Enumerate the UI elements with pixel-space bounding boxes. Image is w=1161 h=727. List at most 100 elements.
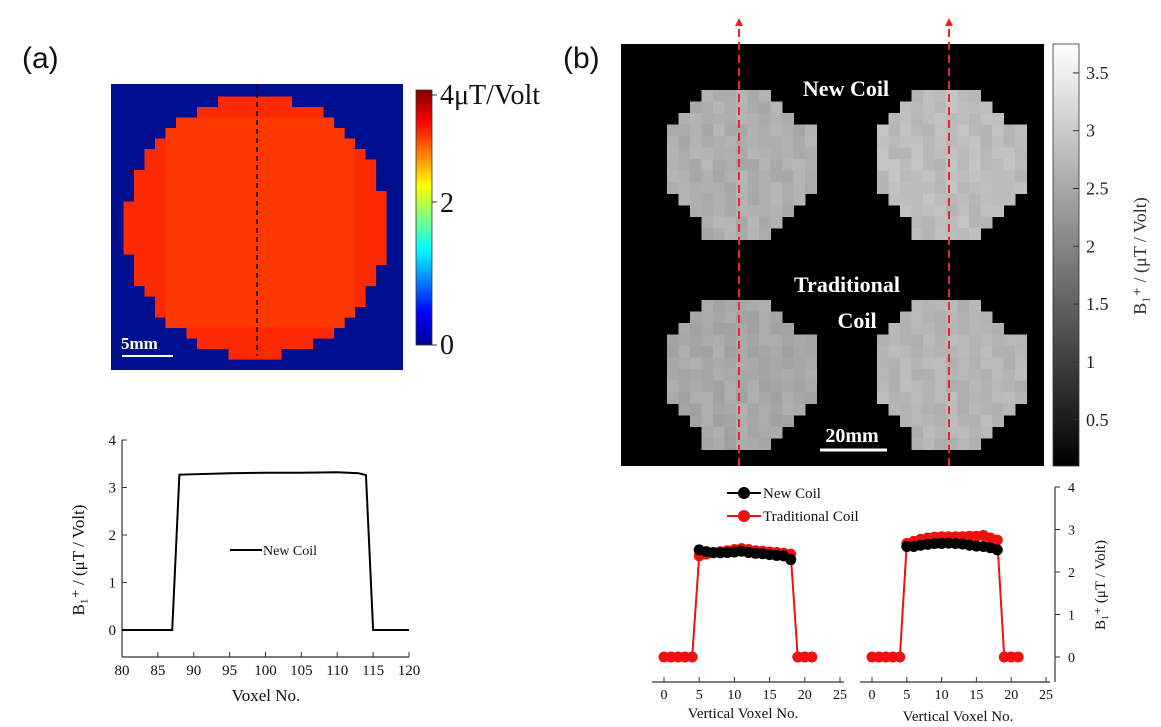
b-map-pixel-bottom-right xyxy=(923,380,935,393)
a-map-pixel xyxy=(144,149,156,161)
a-map-pixel xyxy=(333,180,345,192)
b-map-pixel-bottom-right xyxy=(1003,403,1016,416)
b-map-pixel-top-right xyxy=(900,101,912,114)
a-map-pixel xyxy=(302,233,314,245)
b-map-pixel-bottom-left xyxy=(713,426,725,439)
b-colorbar xyxy=(1052,43,1080,467)
b-map-pixel-bottom-right xyxy=(900,323,912,335)
b-map-scalebar-label: 20mm xyxy=(825,425,879,447)
a-map-pixel xyxy=(354,222,366,234)
b-map-pixel-top-right xyxy=(911,90,924,102)
a-map-pixel xyxy=(344,149,356,161)
a-map-pixel xyxy=(218,233,230,245)
a-map-pixel xyxy=(260,96,272,108)
a-map-pixel xyxy=(144,243,156,255)
a-map-pixel xyxy=(186,285,198,297)
a-map-pixel xyxy=(312,128,324,140)
b-map-pixel-top-right xyxy=(980,147,993,160)
a-map-pixel xyxy=(281,117,293,129)
a-map-pixel xyxy=(291,180,303,192)
a-colorbar-tick-label: 0 xyxy=(440,330,454,361)
b-map-pixel-bottom-right xyxy=(992,346,1004,358)
b-map-pixel-top-right xyxy=(1003,147,1016,160)
b-map-pixel-bottom-left xyxy=(701,438,714,450)
a-map-pixel xyxy=(249,317,261,329)
b-map-pixel-bottom-left xyxy=(701,369,714,381)
a-map-pixel xyxy=(197,243,209,255)
a-map-pixel xyxy=(333,275,345,287)
a-map-pixel xyxy=(312,159,324,171)
a-map-pixel xyxy=(207,180,219,192)
b-map-pixel-top-left xyxy=(724,170,737,183)
a-map-pixel xyxy=(197,327,209,339)
a-map-pixel xyxy=(207,317,219,329)
a-map-pixel xyxy=(165,128,177,140)
a-profile-xlabel: Voxel No. xyxy=(232,686,301,705)
b-map-pixel-top-right xyxy=(957,170,970,183)
a-map-pixel xyxy=(291,264,303,276)
b-map-pixel-bottom-left xyxy=(759,392,771,404)
b-map-pixel-bottom-left xyxy=(667,380,679,393)
a-map-pixel xyxy=(176,306,188,318)
b-map-pixel-bottom-right xyxy=(957,300,970,312)
b-map-pixel-top-left xyxy=(713,216,725,229)
b-map-pixel-top-right xyxy=(923,124,935,137)
b-map-pixel-top-left xyxy=(759,193,771,206)
b-map-pixel-top-left xyxy=(678,159,691,171)
b-map-pixel-bottom-right xyxy=(877,380,889,393)
a-map-pixel xyxy=(176,264,188,276)
b-map-pixel-top-left xyxy=(736,147,748,160)
a-map-pixel xyxy=(302,296,314,308)
a-map-pixel xyxy=(207,296,219,308)
b-map-pixel-top-left xyxy=(782,124,794,137)
b-map-pixel-top-right xyxy=(980,182,993,194)
a-map-pixel xyxy=(344,212,356,224)
b-map-pixel-top-right xyxy=(957,182,970,194)
b-map-pixel-top-right xyxy=(969,182,981,194)
a-map-pixel xyxy=(144,264,156,276)
b-map-pixel-top-left xyxy=(759,205,771,217)
b-map-pixel-top-right xyxy=(911,147,924,160)
b-map-pixel-bottom-left xyxy=(713,346,725,358)
b-map-pixel-top-left xyxy=(782,147,794,160)
a-map-pixel xyxy=(281,243,293,255)
a-map-pixel xyxy=(239,212,251,224)
a-map-pixel xyxy=(186,149,198,161)
a-map-pixel xyxy=(354,159,366,171)
a-map-pixel xyxy=(260,212,272,224)
a-map-pixel xyxy=(281,254,293,266)
a-map-pixel xyxy=(270,212,282,224)
b-map-pixel-bottom-left xyxy=(701,403,714,416)
b-map-pixel-top-right xyxy=(934,216,947,229)
a-map-pixel xyxy=(260,243,272,255)
b-map-pixel-bottom-right xyxy=(911,311,924,324)
a-map-pixel xyxy=(239,264,251,276)
b-map-pixel-top-right xyxy=(911,216,924,229)
b-map-pixel-top-right xyxy=(957,113,970,125)
a-map-pixel xyxy=(239,348,251,360)
b-map-pixel-bottom-left xyxy=(759,300,771,312)
b-map-pixel-bottom-right xyxy=(923,346,935,358)
a-map-pixel xyxy=(312,107,324,119)
b-map-pixel-bottom-left xyxy=(736,438,748,450)
a-map-pixel xyxy=(312,212,324,224)
b-map-pixel-bottom-right xyxy=(969,323,981,335)
a-profile-ytick-label: 1 xyxy=(109,576,117,592)
a-map-pixel xyxy=(239,243,251,255)
a-map-pixel xyxy=(218,285,230,297)
a-map-pixel xyxy=(291,338,303,350)
b-map-pixel-bottom-left xyxy=(782,403,794,416)
b-map-pixel-top-right xyxy=(969,216,981,229)
a-map-pixel xyxy=(302,180,314,192)
b-map-pixel-top-right xyxy=(946,136,958,148)
b-map-pixel-bottom-right xyxy=(900,346,912,358)
b-map-pixel-bottom-right xyxy=(957,392,970,404)
b-map-pixel-bottom-right xyxy=(946,380,958,393)
b-map-pixel-top-left xyxy=(793,124,806,137)
a-profile-chart: 80 85 90 95 100 105 110 115 120 0 1 2 3 4 New Coil B₁… xyxy=(69,433,420,705)
a-map-pixel xyxy=(176,212,188,224)
a-map-pixel xyxy=(218,212,230,224)
b-map-pixel-bottom-right xyxy=(911,392,924,404)
a-map-pixel xyxy=(249,243,261,255)
